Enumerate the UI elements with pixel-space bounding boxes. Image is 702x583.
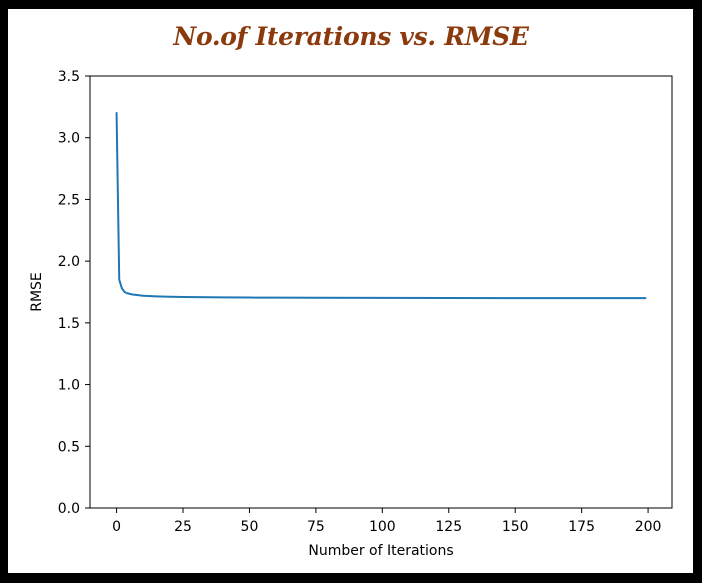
x-tick-label: 50 [241, 519, 259, 535]
x-tick-label: 175 [568, 519, 595, 535]
y-tick-label: 3.0 [58, 131, 80, 147]
y-axis-ticks: 0.0 0.5 1.0 1.5 2.0 2.5 3.0 3.5 [58, 69, 90, 517]
x-tick-label: 100 [369, 519, 396, 535]
y-tick-label: 1.0 [58, 378, 80, 394]
series-layer [115, 112, 647, 300]
x-tick-label: 150 [502, 519, 529, 535]
x-tick-label: 0 [112, 519, 121, 535]
y-tick-label: 2.0 [58, 254, 80, 270]
x-tick-label: 75 [307, 519, 325, 535]
y-tick-label: 0.0 [58, 501, 80, 517]
chart-title: No.of Iterations vs. RMSE [173, 22, 529, 51]
rmse-series-line [115, 112, 647, 300]
y-axis-label: RMSE [29, 272, 45, 312]
x-tick-label: 25 [174, 519, 192, 535]
x-tick-label: 200 [635, 519, 662, 535]
figure-background [8, 9, 693, 573]
y-tick-label: 3.5 [58, 69, 80, 85]
x-tick-label: 125 [435, 519, 462, 535]
y-tick-label: 1.5 [58, 316, 80, 332]
plot-area-frame [89, 75, 673, 509]
y-tick-label: 0.5 [58, 439, 80, 455]
x-axis-ticks: 0 25 50 75 100 125 150 175 200 [112, 508, 661, 535]
y-tick-label: 2.5 [58, 192, 80, 208]
x-axis-label: Number of Iterations [308, 543, 453, 559]
